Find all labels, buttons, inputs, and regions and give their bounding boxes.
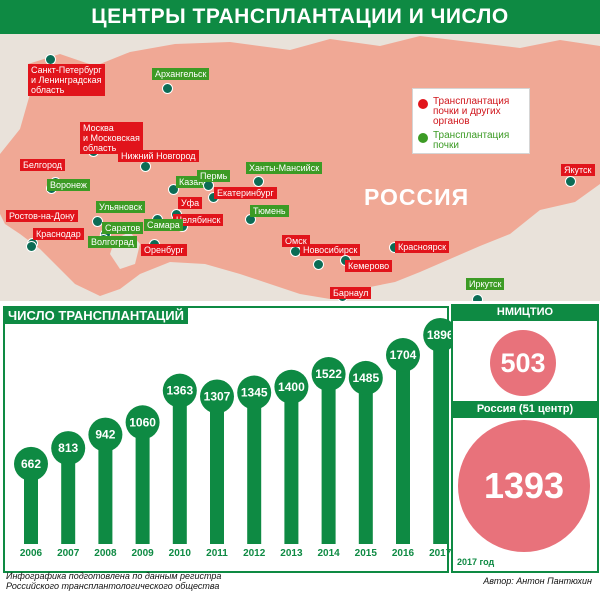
map-legend: Трансплантация почки и других органов Тр… bbox=[412, 88, 530, 154]
map-panel: РОССИЯ Трансплантация почки и других орг… bbox=[0, 34, 600, 301]
russia-value-circle: 1393 bbox=[458, 420, 590, 552]
city-label: Екатеринбург bbox=[214, 187, 277, 199]
nmic-value-circle: 503 bbox=[490, 330, 556, 396]
city-label: Белгород bbox=[20, 159, 66, 171]
city-label: Пермь bbox=[197, 170, 231, 182]
chart-panel bbox=[3, 306, 449, 573]
russia-title: Россия (51 центр) bbox=[451, 401, 599, 418]
location-pin-icon bbox=[92, 216, 103, 227]
x-tick-label-2010: 2010 bbox=[168, 548, 191, 559]
location-pin-icon bbox=[253, 176, 264, 187]
x-tick-label-2011: 2011 bbox=[206, 548, 228, 559]
city-label: Самара bbox=[144, 219, 183, 231]
source-note: Инфографика подготовлена по данным регис… bbox=[6, 571, 222, 591]
x-tick-label-2015: 2015 bbox=[354, 548, 377, 559]
city-label: Москва и Московская область bbox=[80, 122, 143, 154]
x-tick-label-2007: 2007 bbox=[57, 548, 80, 559]
city-label: Воронеж bbox=[47, 179, 90, 191]
city-label: Якутск bbox=[561, 164, 595, 176]
x-tick-label-2012: 2012 bbox=[243, 548, 266, 559]
x-tick-label-2006: 2006 bbox=[19, 548, 43, 559]
x-tick-label-2014: 2014 bbox=[317, 548, 340, 559]
country-label: РОССИЯ bbox=[364, 184, 470, 210]
header-bar: ЦЕНТРЫ ТРАНСПЛАНТАЦИИ И ЧИСЛО ТРАНСПЛАНТ… bbox=[0, 0, 600, 62]
x-tick-label-2009: 2009 bbox=[131, 548, 154, 559]
chart-title: ЧИСЛО ТРАНСПЛАНТАЦИЙ bbox=[4, 307, 188, 324]
city-label: Кемерово bbox=[345, 260, 393, 272]
city-label: Ханты-Мансийск bbox=[246, 162, 323, 174]
year-note: 2017 год bbox=[457, 557, 495, 567]
city-label: Оренбург bbox=[141, 244, 187, 256]
city-label: Архангельск bbox=[152, 68, 210, 80]
location-pin-icon bbox=[26, 241, 37, 252]
city-label: Ульяновск bbox=[96, 201, 146, 213]
city-label: Краснодар bbox=[33, 228, 84, 240]
x-tick-label-2016: 2016 bbox=[391, 548, 415, 559]
city-label: Санкт-Петербург и Ленинградская область bbox=[28, 64, 105, 96]
x-tick-label-2013: 2013 bbox=[280, 548, 303, 559]
author-credit: Автор: Антон Пантюхин bbox=[483, 576, 592, 586]
red-dot-icon bbox=[418, 99, 428, 109]
city-label: Красноярск bbox=[395, 241, 450, 253]
green-dot-icon bbox=[418, 133, 428, 143]
city-label: Челябинск bbox=[173, 214, 224, 226]
city-label: Барнаул bbox=[330, 287, 372, 299]
city-label: Саратов bbox=[102, 222, 144, 234]
city-label: Уфа bbox=[178, 197, 203, 209]
x-tick-label-2008: 2008 bbox=[94, 548, 117, 559]
city-label: Новосибирск bbox=[300, 244, 361, 256]
page-title: ЦЕНТРЫ ТРАНСПЛАНТАЦИИ И ЧИСЛО ТРАНСПЛАНТ… bbox=[91, 5, 509, 62]
location-pin-icon bbox=[162, 83, 173, 94]
location-pin-icon bbox=[313, 259, 324, 270]
x-tick-label-2017: 2017 bbox=[429, 548, 452, 559]
location-pin-icon bbox=[565, 176, 576, 187]
city-label: Ростов-на-Дону bbox=[6, 210, 78, 222]
city-label: Волгоград bbox=[88, 236, 137, 248]
city-label: Нижний Новгород bbox=[118, 150, 199, 162]
location-pin-icon bbox=[168, 184, 179, 195]
city-label: Иркутск bbox=[466, 278, 505, 290]
city-label: Тюмень bbox=[250, 205, 289, 217]
location-pin-icon bbox=[472, 294, 483, 301]
location-pin-icon bbox=[140, 161, 151, 172]
nmic-title: НМИЦТИО bbox=[451, 304, 599, 321]
